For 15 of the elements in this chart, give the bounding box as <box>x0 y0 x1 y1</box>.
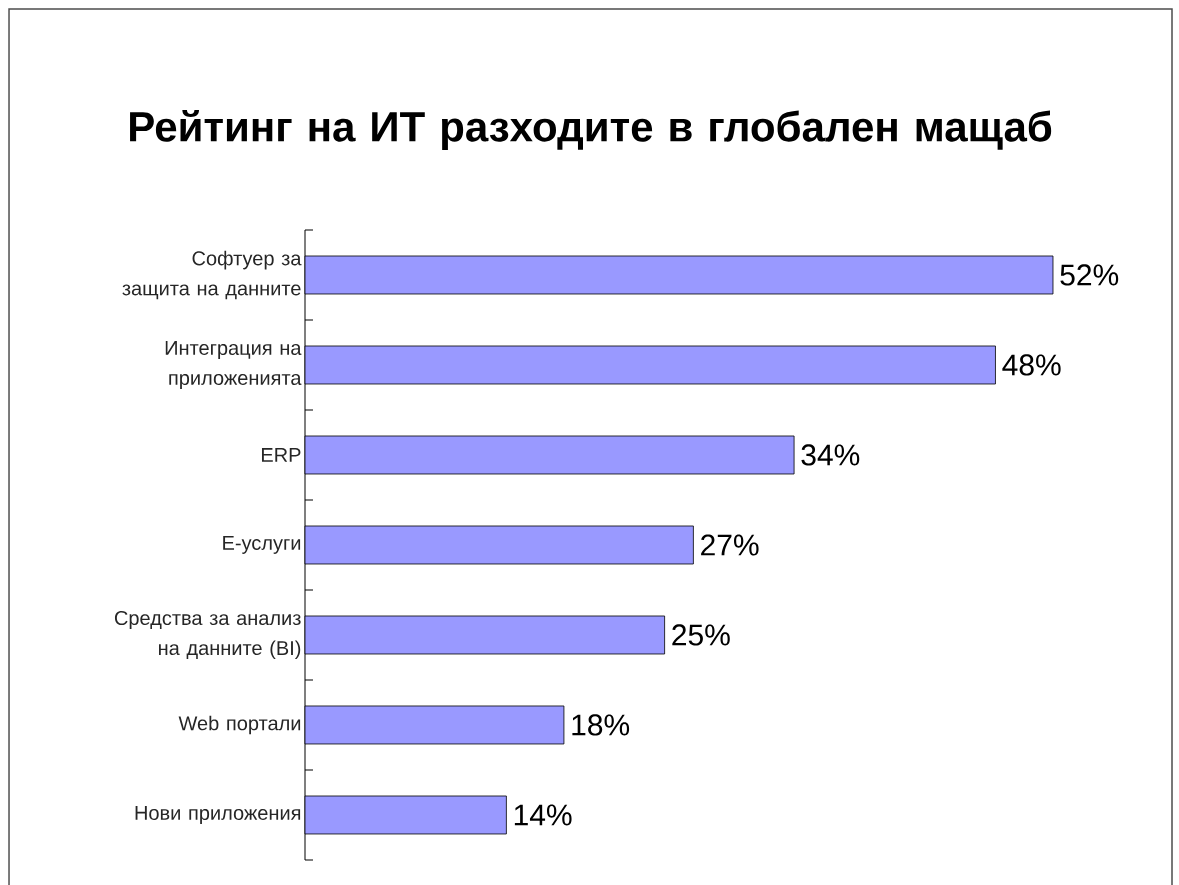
data-label: 25% <box>672 624 730 646</box>
y-tick-label: Софтуер за защита на данните <box>122 250 302 300</box>
y-tick-label: Средства за анализ на данните (BI) <box>114 610 301 660</box>
chart-title: Рейтинг на ИТ разходите в глобален мащаб <box>130 110 1052 150</box>
y-tick-label: Нови приложения <box>135 806 301 824</box>
data-label: 27% <box>701 534 759 556</box>
data-label: 34% <box>801 444 860 466</box>
y-tick-label: Web портали <box>178 715 301 735</box>
y-tick-label: ERP <box>261 448 301 462</box>
data-label: 48% <box>1002 354 1061 376</box>
data-label: 18% <box>572 714 630 736</box>
y-tick-label: Интеграция на приложенията <box>165 341 302 389</box>
data-label: 14% <box>514 804 572 826</box>
y-tick-label: Е-услуги <box>223 536 301 554</box>
data-label: 52% <box>1060 264 1119 286</box>
